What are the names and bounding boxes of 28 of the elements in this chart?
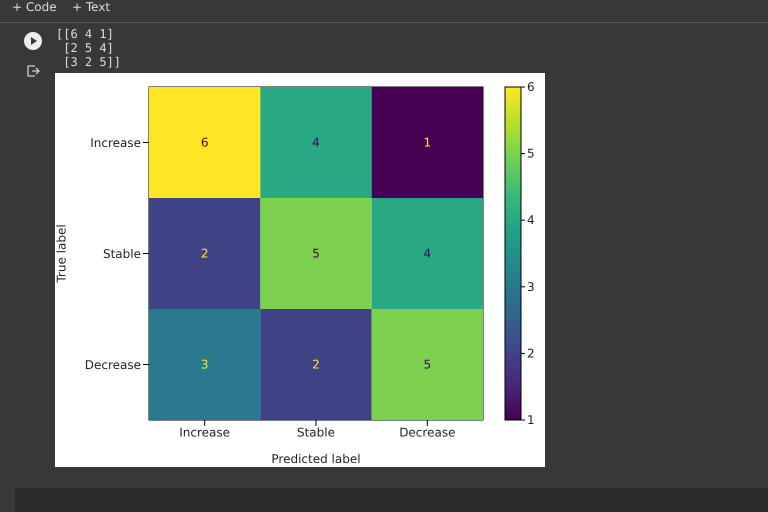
data-label: 5 [312,246,320,260]
data-label: 2 [312,358,320,372]
x-tick-label: Increase [179,426,230,440]
color-bar-label: 5 [527,146,535,161]
x-axis-title: Predicted label [271,452,361,466]
y-tick-label: Stable [102,246,141,261]
color-bar-label: 1 [527,413,535,427]
text: [2 5 4] [62,41,114,55]
data-label: 5 [424,358,432,372]
x-tick-label: Decrease [399,426,456,440]
data-label: 3 [200,358,208,372]
data-label: 2 [200,246,208,260]
text: + Text [72,0,110,14]
text: [[6 4 1] [56,27,114,41]
text: [3 2 5]] [62,55,122,69]
data-label: 4 [312,136,320,150]
color-bar-label: 4 [527,213,535,228]
data-label: 1 [424,136,432,150]
y-tick-label: Increase [90,136,141,150]
color-bar-label: 3 [527,280,535,294]
color-bar-label: 2 [527,346,535,360]
x-tick-label: Stable [296,426,336,440]
data-label: 6 [200,136,208,150]
text: + Code [12,0,57,14]
color-bar-label: 6 [527,80,535,94]
y-axis-title: True label [54,224,68,284]
y-tick-label: Decrease [84,358,141,372]
data-label: 4 [424,246,432,260]
